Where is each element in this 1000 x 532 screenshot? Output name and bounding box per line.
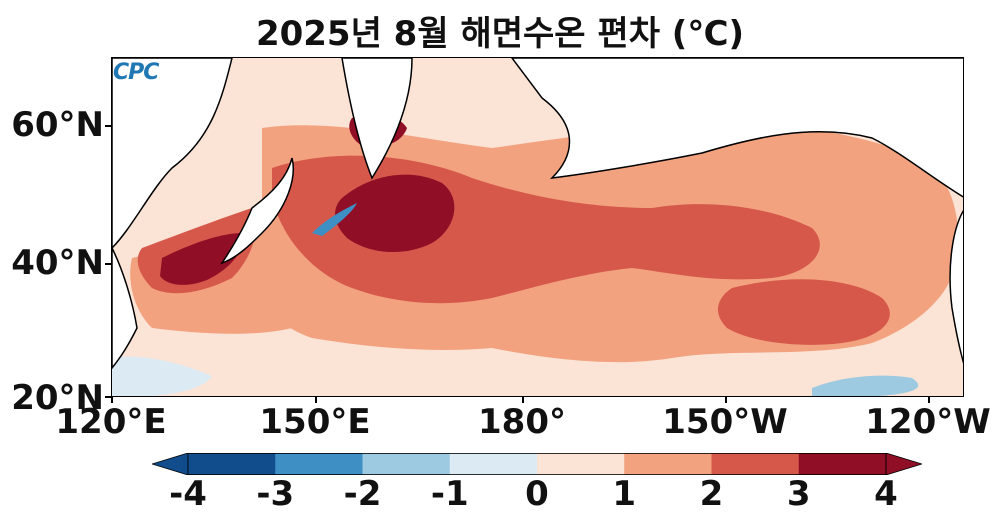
- colorbar-tick-label: -1: [430, 474, 469, 514]
- colorbar: [152, 453, 922, 475]
- anomaly-3-4-fill: [335, 174, 455, 253]
- map-title: 2025년 8월 해면수온 편차 (℃): [255, 14, 745, 54]
- x-tick-mark: [928, 397, 930, 403]
- colorbar-extend-max: [885, 453, 922, 475]
- anomaly-3-4-fill-japan-sea: [160, 233, 243, 285]
- cpc-logo: CPC: [113, 60, 159, 85]
- colorbar-segment: [537, 453, 625, 475]
- map-canvas: [112, 58, 963, 396]
- colorbar-segment: [275, 453, 363, 475]
- x-tick-mark: [725, 397, 727, 403]
- land-north-america: [949, 210, 963, 364]
- colorbar-tick-label: 1: [612, 474, 637, 514]
- x-tick-label-120e: 120°E: [55, 402, 167, 442]
- sst-anomaly-map: [111, 57, 964, 397]
- anomaly-neg-fill-southwest: [112, 356, 212, 396]
- colorbar-segment: [188, 453, 276, 475]
- colorbar-segment: [798, 453, 887, 475]
- colorbar-tick-label: 3: [786, 474, 811, 514]
- x-tick-mark: [111, 397, 113, 403]
- colorbar-border: [187, 453, 887, 475]
- colorbar-tick-label: -2: [343, 474, 382, 514]
- land-china-coast: [112, 247, 138, 370]
- anomaly-2-3-fill-east: [717, 279, 890, 345]
- colorbar-extend-min: [152, 453, 189, 475]
- colorbar-tick-label: 4: [874, 474, 898, 514]
- land-alaska: [511, 58, 963, 198]
- y-tick-label-20n: 20°N: [11, 378, 104, 418]
- y-tick-mark: [105, 263, 111, 265]
- land-kamchatka: [341, 58, 413, 180]
- colorbar-segment: [711, 453, 800, 475]
- anomaly-neg-fill-kuroshio: [312, 203, 357, 236]
- x-tick-label-150e: 150°E: [259, 402, 371, 442]
- colorbar-tick-label: 0: [525, 474, 549, 514]
- colorbar-tick-label: -3: [256, 474, 295, 514]
- colorbar-tick-label: 2: [699, 474, 724, 514]
- anomaly-neg-fill-east: [812, 375, 919, 396]
- y-tick-label-40n: 40°N: [11, 243, 104, 283]
- y-tick-mark: [105, 125, 111, 127]
- x-tick-mark: [522, 397, 524, 403]
- x-tick-label-180: 180°: [478, 402, 566, 442]
- y-tick-label-60n: 60°N: [11, 105, 104, 145]
- y-tick-mark: [105, 396, 111, 398]
- colorbar-tick-label: -4: [169, 474, 207, 514]
- land-japan: [220, 157, 294, 265]
- colorbar-segment: [624, 453, 712, 475]
- colorbar-segment: [362, 453, 451, 475]
- x-tick-label-150w: 150°W: [662, 402, 788, 442]
- colorbar-segment: [449, 453, 538, 475]
- x-tick-label-120w: 120°W: [865, 402, 991, 442]
- x-tick-mark: [315, 397, 317, 403]
- land-asia: [112, 58, 233, 250]
